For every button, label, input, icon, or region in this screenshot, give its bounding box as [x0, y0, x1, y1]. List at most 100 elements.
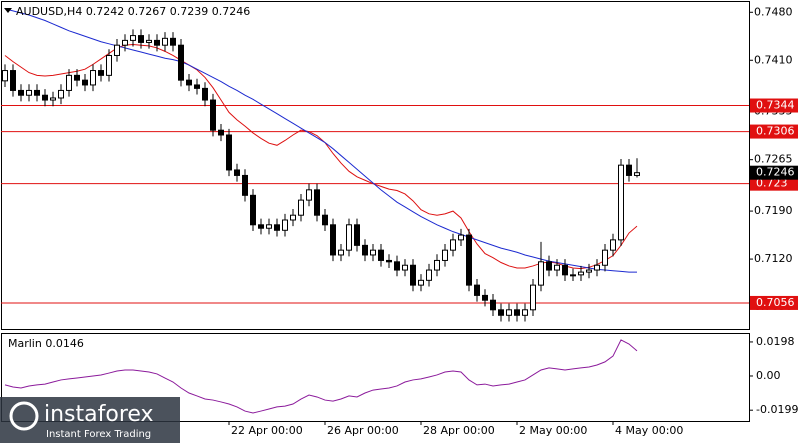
candle-body — [298, 199, 304, 216]
candle-body — [290, 214, 296, 221]
candle-body — [34, 89, 40, 96]
candle-body — [42, 94, 48, 101]
candle-body — [602, 249, 608, 266]
candle-body — [338, 249, 344, 256]
menu-arrow — [4, 8, 12, 13]
candle-body — [2, 70, 8, 82]
candle-body — [258, 224, 264, 229]
candle-body — [522, 309, 528, 316]
x-tick-label: 26 Apr 00:00 — [327, 424, 399, 437]
candle-body — [314, 189, 320, 216]
candle-body — [354, 224, 360, 246]
candle-body — [490, 299, 496, 311]
candle-body — [538, 261, 544, 286]
y-tick-label: 0.7265 — [754, 153, 793, 166]
level-label: 0.7056 — [756, 296, 795, 309]
watermark-icon — [9, 401, 39, 431]
candle-body — [130, 35, 136, 41]
candle-body — [634, 172, 640, 176]
candle-body — [322, 214, 328, 226]
candle-body — [474, 284, 480, 296]
candle-body — [194, 84, 200, 89]
level-label-box — [750, 176, 798, 191]
candle-body — [202, 87, 208, 101]
candle-body — [274, 224, 280, 231]
main-frame — [1, 1, 750, 330]
candle-body — [426, 269, 432, 281]
candle-body — [330, 224, 336, 256]
level-label: 0.723 — [756, 177, 788, 190]
candle-body — [146, 39, 152, 43]
y-tick-label: 0.0198 — [756, 335, 795, 348]
level-label: 0.7344 — [756, 99, 795, 112]
candle-body — [178, 44, 184, 81]
candle-body — [226, 134, 232, 171]
candle-body — [122, 39, 128, 46]
candle-body — [450, 239, 456, 251]
candle-body — [594, 264, 600, 271]
chart-title: AUDUSD,H4 0.7242 0.7267 0.7239 0.7246 — [16, 5, 250, 18]
candle-body — [546, 261, 552, 271]
moving-average — [4, 43, 638, 270]
candle-body — [82, 79, 88, 86]
candle-body — [58, 89, 64, 99]
candle-body — [90, 70, 96, 86]
candle-body — [10, 70, 16, 91]
candle-body — [98, 70, 104, 76]
plot-area: 0.74800.74100.73350.72650.71900.71200.70… — [1, 5, 798, 437]
candle-body — [386, 259, 392, 263]
candle-body — [370, 249, 376, 256]
candle-body — [482, 294, 488, 301]
candle-body — [530, 284, 536, 311]
y-tick-label: 0.00 — [756, 369, 781, 382]
y-tick-label: -0.0199 — [756, 403, 798, 416]
moving-average — [4, 8, 637, 273]
candle-body — [234, 169, 240, 176]
candle-body — [626, 164, 632, 176]
candle-body — [578, 271, 584, 276]
candle-body — [458, 234, 464, 241]
watermark: instaforex Instant Forex Trading — [0, 397, 180, 443]
y-tick-label: 0.7410 — [754, 53, 793, 66]
candle-body — [170, 37, 176, 46]
watermark-name: instaforex — [44, 402, 154, 427]
candle-body — [378, 249, 384, 261]
candle-body — [50, 97, 56, 101]
candle-body — [18, 89, 24, 96]
candle-body — [74, 74, 80, 81]
candle-body — [570, 274, 576, 277]
candle-body — [586, 269, 592, 273]
candle-body — [618, 164, 624, 241]
candle-body — [562, 264, 568, 276]
indicator-frame — [1, 333, 750, 422]
candle-body — [138, 35, 144, 43]
x-tick-label: 2 May 00:00 — [519, 424, 587, 437]
candle-body — [402, 264, 408, 271]
candle-body — [250, 194, 256, 226]
y-tick-label: 0.7120 — [754, 252, 793, 265]
candle-body — [210, 99, 216, 131]
candle-body — [506, 309, 512, 316]
price-label: 0.7246 — [756, 166, 795, 179]
candle-body — [554, 264, 560, 271]
candle-body — [418, 279, 424, 286]
candle-body — [394, 261, 400, 271]
candle-body — [242, 174, 248, 196]
candle-body — [106, 54, 112, 76]
x-tick-label: 28 Apr 00:00 — [423, 424, 495, 437]
candle-body — [306, 189, 312, 201]
candle-body — [610, 239, 616, 251]
candle-body — [162, 37, 168, 46]
candle-body — [154, 39, 160, 46]
price-label-box — [750, 165, 798, 180]
candle-body — [410, 264, 416, 286]
candle-body — [282, 219, 288, 231]
y-tick-label: 0.7480 — [754, 5, 793, 18]
candle-body — [266, 224, 272, 229]
candle-body — [346, 224, 352, 251]
candle-body — [442, 249, 448, 261]
candle-body — [66, 74, 72, 91]
level-label-box — [750, 124, 798, 139]
